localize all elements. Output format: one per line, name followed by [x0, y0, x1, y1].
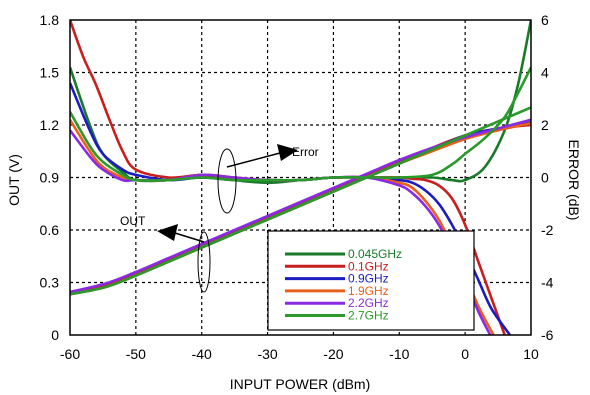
- out-curve-2.7GHz: [70, 106, 531, 296]
- legend-label: 0.9GHz: [348, 272, 389, 286]
- x-tick-label: -40: [192, 346, 212, 362]
- x-tick-label: -10: [389, 346, 409, 362]
- error-ellipse: [217, 148, 237, 214]
- y-tick-label: 0.6: [40, 222, 60, 238]
- y-tick-label: 0.3: [40, 275, 60, 291]
- x-tick-label: -30: [257, 346, 277, 362]
- out-ellipse: [197, 231, 211, 293]
- legend-box: [267, 230, 475, 331]
- y-tick-labels: 0 0.3 0.6 0.9 1.2 1.5 1.8: [40, 12, 60, 343]
- y2-tick-label: -6: [541, 327, 554, 343]
- legend-label: 0.1GHz: [348, 259, 389, 273]
- legend-label: 1.9GHz: [348, 284, 389, 298]
- error-arrow: [226, 152, 281, 168]
- y-tick-label: 0: [51, 327, 59, 343]
- out-annotation-label: OUT: [120, 214, 146, 228]
- y2-tick-label: 6: [541, 12, 549, 28]
- x-axis-label: INPUT POWER (dBm): [230, 376, 371, 392]
- x-tick-label: -60: [60, 346, 80, 362]
- error-arrowhead: [277, 144, 298, 161]
- error-curve-2.7GHz: [70, 66, 531, 182]
- y2-tick-label: 4: [541, 65, 549, 81]
- error-annotation: Error: [217, 144, 319, 214]
- y2-axis-label: ERROR (dB): [566, 140, 582, 221]
- legend-label: 0.045GHz: [348, 247, 402, 261]
- x-tick-label: -50: [126, 346, 146, 362]
- x-tick-labels: -60 -50 -40 -30 -20 -10 0 10: [60, 346, 539, 362]
- x-tick-label: -20: [323, 346, 343, 362]
- legend-label: 2.2GHz: [348, 296, 389, 310]
- plot-frame: [69, 19, 532, 336]
- x-tick-label: 10: [523, 346, 539, 362]
- y2-tick-label: -4: [541, 275, 554, 291]
- y2-tick-labels: -6 -4 -2 0 2 4 6: [541, 12, 554, 343]
- y-tick-label: 0.9: [40, 170, 60, 186]
- y-tick-label: 1.5: [40, 65, 60, 81]
- y2-tick-label: 2: [541, 117, 549, 133]
- legend-label: 2.7GHz: [348, 309, 389, 323]
- y2-tick-label: 0: [541, 170, 549, 186]
- x-tick-label: 0: [461, 346, 469, 362]
- y-tick-label: 1.2: [40, 117, 60, 133]
- y-tick-label: 1.8: [40, 12, 60, 28]
- error-annotation-label: Error: [292, 145, 319, 159]
- out-arrowhead: [157, 224, 178, 241]
- out-annotation: OUT: [120, 214, 211, 293]
- y-axis-label: OUT (V): [6, 154, 22, 206]
- y2-tick-label: -2: [541, 222, 554, 238]
- out-arrow: [174, 232, 205, 243]
